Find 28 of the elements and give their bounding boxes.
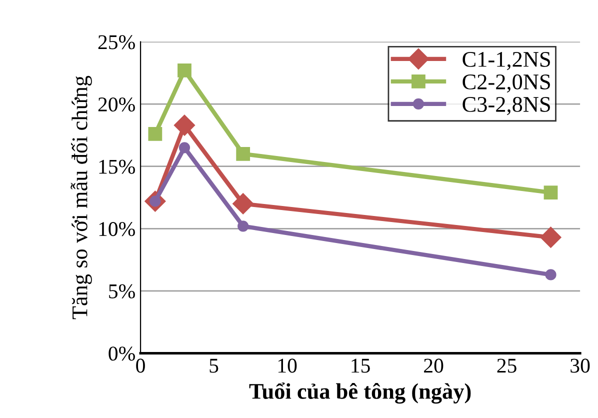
point — [178, 142, 190, 154]
point — [238, 220, 249, 232]
y-axis-title: Tăng so với mẫu đối chứng — [70, 76, 92, 320]
point — [232, 193, 254, 214]
point — [544, 186, 558, 200]
x-tick-label: 30 — [570, 358, 590, 373]
legend-label: C3-2,8NS — [462, 96, 550, 116]
point — [236, 146, 250, 161]
point — [178, 64, 192, 78]
y-tick-label: 25% — [98, 35, 135, 50]
y-tick-label: 0% — [108, 346, 135, 361]
legend-label: C2-2,0NS — [462, 74, 550, 93]
x-tick-label: 5 — [210, 358, 218, 373]
x-tick-label: 15 — [352, 358, 370, 373]
y-tick-label: 20% — [98, 97, 135, 112]
point — [540, 226, 562, 248]
y-tick-label: 15% — [99, 160, 135, 174]
x-tick-label: 0 — [136, 358, 145, 373]
x-tick-label: 10 — [278, 358, 297, 373]
point — [148, 127, 162, 141]
point — [174, 114, 195, 136]
x-tick-label: 20 — [424, 358, 444, 373]
x-tick-label: 25 — [497, 358, 516, 373]
point — [545, 269, 556, 280]
y-tick-label: 5% — [109, 284, 135, 298]
y-tick-label: 10% — [99, 222, 135, 236]
x-axis-title: Tuổi của bê tông (ngày) — [249, 382, 471, 404]
legend-label: C1-1,2NS — [462, 52, 550, 70]
